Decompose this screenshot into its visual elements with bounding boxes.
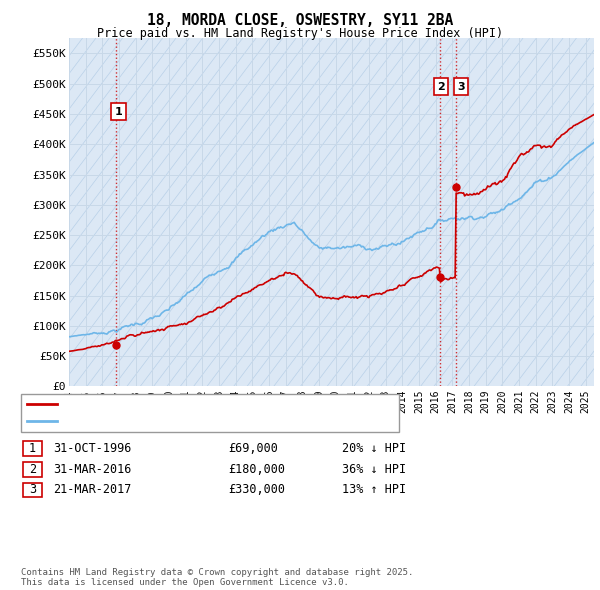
Text: 2: 2	[437, 82, 445, 92]
Text: HPI: Average price, detached house, Shropshire: HPI: Average price, detached house, Shro…	[62, 416, 349, 426]
Text: £180,000: £180,000	[228, 463, 285, 476]
Text: Contains HM Land Registry data © Crown copyright and database right 2025.
This d: Contains HM Land Registry data © Crown c…	[21, 568, 413, 587]
Text: 31-OCT-1996: 31-OCT-1996	[53, 442, 131, 455]
Text: Price paid vs. HM Land Registry's House Price Index (HPI): Price paid vs. HM Land Registry's House …	[97, 27, 503, 40]
Text: £69,000: £69,000	[228, 442, 278, 455]
Text: £330,000: £330,000	[228, 483, 285, 497]
Text: 31-MAR-2016: 31-MAR-2016	[53, 463, 131, 476]
Text: 1: 1	[29, 442, 36, 455]
Text: 36% ↓ HPI: 36% ↓ HPI	[342, 463, 406, 476]
Text: 2: 2	[29, 463, 36, 476]
Text: 18, MORDA CLOSE, OSWESTRY, SY11 2BA: 18, MORDA CLOSE, OSWESTRY, SY11 2BA	[147, 13, 453, 28]
Text: 13% ↑ HPI: 13% ↑ HPI	[342, 483, 406, 497]
Text: 18, MORDA CLOSE, OSWESTRY, SY11 2BA (detached house): 18, MORDA CLOSE, OSWESTRY, SY11 2BA (det…	[62, 399, 387, 409]
Text: 3: 3	[29, 483, 36, 497]
Text: 3: 3	[457, 82, 464, 92]
Text: 21-MAR-2017: 21-MAR-2017	[53, 483, 131, 497]
Text: 1: 1	[115, 107, 122, 117]
Text: 20% ↓ HPI: 20% ↓ HPI	[342, 442, 406, 455]
